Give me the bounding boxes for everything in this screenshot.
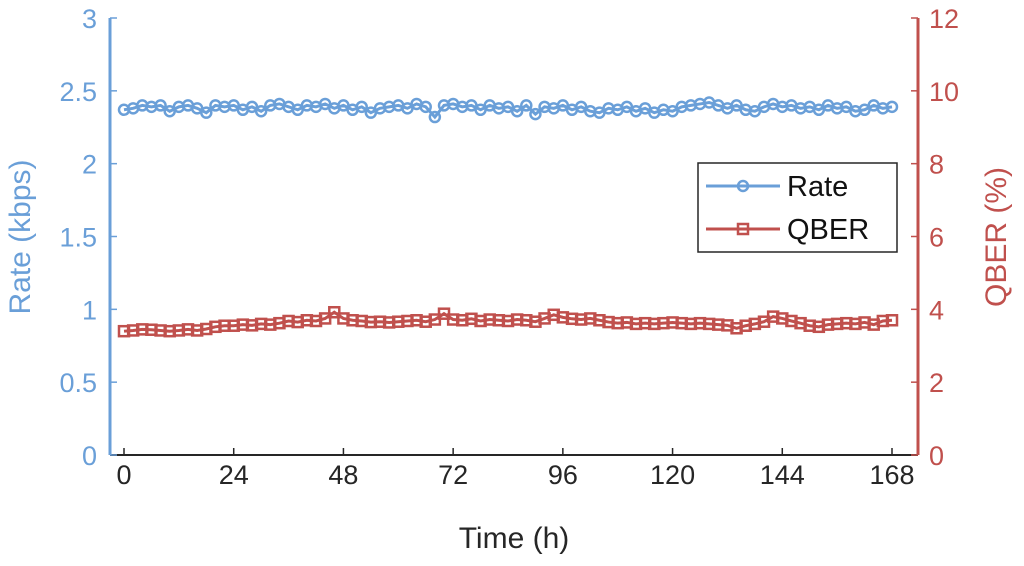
right-y-tick-label: 6: [929, 223, 944, 253]
legend-rate-marker: [736, 179, 750, 193]
rate-point: [428, 110, 442, 124]
left-y-tick-label: 2: [82, 150, 97, 180]
x-tick-label: 72: [438, 460, 468, 490]
legend: Rate QBER: [697, 162, 898, 253]
left-y-tick-label: 1.5: [59, 223, 97, 253]
x-tick-label: 168: [869, 460, 914, 490]
right-y-tick-label: 0: [929, 441, 944, 471]
legend-qber-marker: [736, 222, 750, 236]
right-y-tick-label: 2: [929, 368, 944, 398]
x-tick-label: 96: [548, 460, 578, 490]
left-y-tick-label: 2.5: [59, 77, 97, 107]
x-axis-label: Time (h): [459, 522, 570, 555]
rate-point: [520, 99, 533, 112]
x-tick-label: 24: [219, 460, 249, 490]
rate-series-line: [123, 100, 893, 120]
x-tick-label: 48: [328, 460, 358, 490]
x-tick-label: 120: [650, 460, 695, 490]
legend-qber-label: QBER: [787, 214, 869, 246]
left-y-tick-label: 0.5: [59, 368, 97, 398]
rate-point: [154, 99, 167, 112]
left-y-tick-label: 3: [82, 4, 97, 34]
qber-series-line: [123, 310, 893, 333]
legend-box: [697, 162, 898, 253]
rate-point: [529, 107, 542, 121]
left-y-tick-label: 0: [82, 441, 97, 471]
left-y-axis-label: Rate (kbps): [4, 159, 37, 314]
right-y-tick-label: 12: [929, 4, 959, 34]
x-tick-label: 144: [760, 460, 805, 490]
right-y-axis-label: QBER (%): [980, 167, 1013, 307]
left-y-tick-label: 1: [82, 295, 97, 325]
rate-point: [885, 100, 899, 114]
legend-rate-label: Rate: [787, 171, 848, 203]
rate-point: [355, 100, 368, 114]
rate-point: [254, 104, 268, 118]
rate-point: [200, 106, 213, 119]
rate-point: [419, 100, 432, 114]
rate-point: [510, 104, 524, 118]
qber-point: [885, 314, 899, 327]
right-y-tick-label: 8: [929, 150, 944, 180]
right-y-tick-label: 4: [929, 295, 944, 325]
right-y-tick-label: 10: [929, 77, 959, 107]
x-tick-label: 0: [116, 460, 131, 490]
